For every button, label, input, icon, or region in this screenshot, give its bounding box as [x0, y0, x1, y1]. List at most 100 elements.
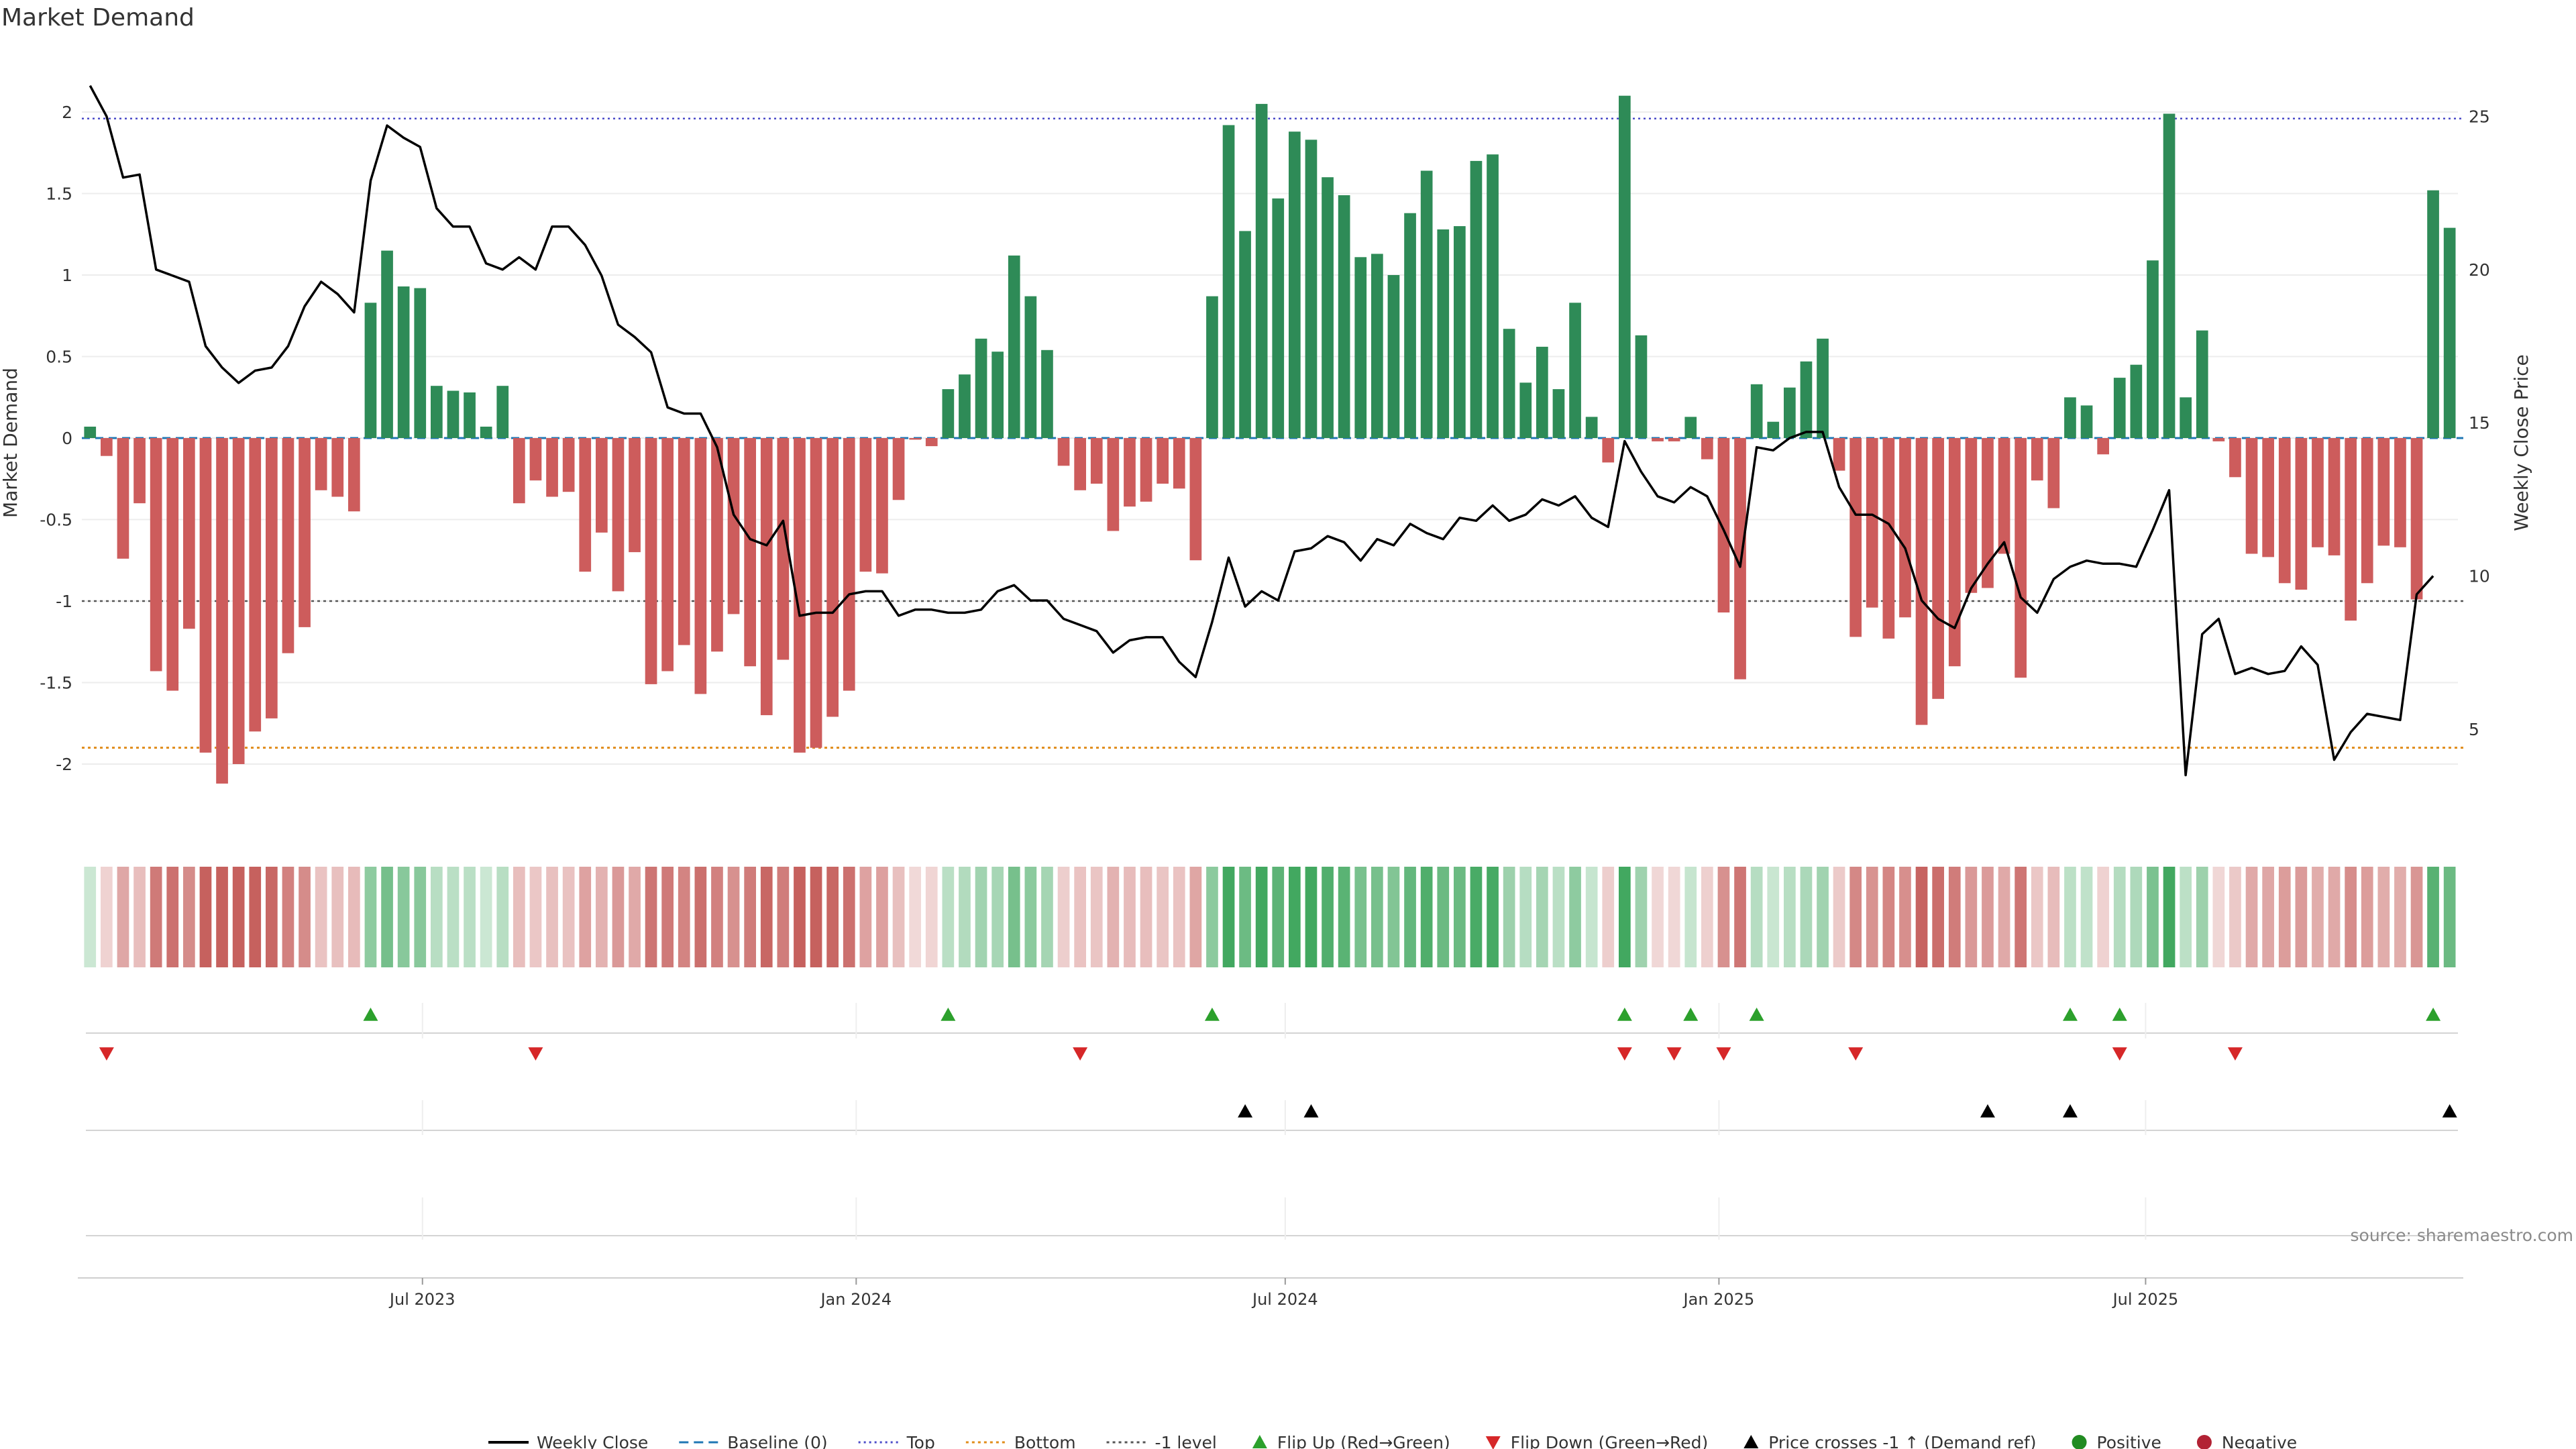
- legend-item-baseline: Baseline (0): [679, 1433, 828, 1449]
- strip-cell: [1536, 867, 1548, 967]
- reference-lines: [82, 117, 2463, 749]
- strip-cell: [266, 867, 278, 967]
- strip-cell: [645, 867, 657, 967]
- demand-bar: [2113, 378, 2126, 438]
- strip-cell: [199, 867, 212, 967]
- demand-bar: [447, 390, 460, 438]
- strip-cell: [1354, 867, 1367, 967]
- strip-cell: [1206, 867, 1218, 967]
- strip-cell: [1057, 867, 1070, 967]
- y-right-tick-label: 25: [2469, 107, 2490, 126]
- demand-bar: [1387, 275, 1400, 438]
- x-tick-label: Jan 2025: [1682, 1290, 1755, 1309]
- demand-bar: [266, 438, 278, 718]
- demand-bar: [1701, 438, 1713, 460]
- demand-bar: [2328, 438, 2341, 555]
- strip-cell: [562, 867, 575, 967]
- strip-cell: [2196, 867, 2208, 967]
- demand-bar: [1668, 438, 1680, 441]
- demand-bar: [249, 438, 262, 732]
- y-right-tick-label: 10: [2469, 567, 2490, 586]
- strip-cell: [661, 867, 674, 967]
- weekly-close-line: [89, 85, 2434, 777]
- strip-cell: [711, 867, 723, 967]
- strip-cell: [942, 867, 955, 967]
- strip-cell: [1454, 867, 1466, 967]
- strip-cell: [117, 867, 129, 967]
- strip-cell: [1255, 867, 1268, 967]
- strip-cell: [1157, 867, 1169, 967]
- strip-cell: [579, 867, 592, 967]
- flip-down-marker: [1617, 1047, 1632, 1061]
- strip-cell: [892, 867, 905, 967]
- demand-bar: [694, 438, 707, 694]
- demand-bar: [2196, 330, 2208, 438]
- strip-cell: [1734, 867, 1746, 967]
- strip-cell: [1635, 867, 1648, 967]
- demand-bar: [513, 438, 525, 504]
- demand-bar: [629, 438, 641, 553]
- flip-down-marker: [1073, 1047, 1088, 1061]
- x-tick-label: Jul 2025: [2112, 1290, 2179, 1309]
- demand-bar: [2312, 438, 2324, 547]
- demand-bar: [1833, 438, 1845, 471]
- demand-bar: [1107, 438, 1120, 531]
- strip-cell: [2113, 867, 2126, 967]
- legend-item-positive: Positive: [2072, 1433, 2161, 1449]
- demand-bar: [299, 438, 311, 627]
- demand-bar: [727, 438, 740, 614]
- strip-cell: [1982, 867, 1994, 967]
- flip-down-marker: [1666, 1047, 1682, 1061]
- demand-bar: [2410, 438, 2423, 600]
- strip-cell: [1668, 867, 1680, 967]
- demand-bar: [1371, 254, 1383, 438]
- demand-bar: [2361, 438, 2373, 584]
- flip-down-marker: [2227, 1047, 2243, 1061]
- strip-cell: [1140, 867, 1152, 967]
- demand-bar: [1272, 198, 1285, 438]
- strip-cell: [2163, 867, 2176, 967]
- demand-bar: [397, 286, 410, 438]
- strip-cell: [1915, 867, 1928, 967]
- strip-cell: [2229, 867, 2241, 967]
- x-tick-label: Jan 2024: [819, 1290, 892, 1309]
- strip-cell: [1222, 867, 1235, 967]
- legend-item-bottom: Bottom: [965, 1433, 1076, 1449]
- demand-bar: [2394, 438, 2406, 547]
- strip-cell: [1569, 867, 1581, 967]
- strip-cell: [1322, 867, 1334, 967]
- strip-cell: [1899, 867, 1911, 967]
- strip-cell: [1272, 867, 1285, 967]
- y-left-tick-label: -1: [56, 592, 72, 611]
- demand-bar: [1503, 329, 1515, 438]
- strip-cell: [2097, 867, 2109, 967]
- demand-bar: [826, 438, 839, 717]
- strip-cell: [216, 867, 228, 967]
- strip-cell: [1090, 867, 1103, 967]
- price-cross-marker: [1980, 1104, 1995, 1118]
- demand-bar: [2245, 438, 2258, 554]
- demand-bar: [1354, 257, 1367, 438]
- strip-cell: [777, 867, 790, 967]
- strip-cell: [2047, 867, 2060, 967]
- demand-bar: [711, 438, 723, 652]
- demand-bar: [1569, 303, 1581, 438]
- strip-cell: [612, 867, 625, 967]
- legend-swatch: [2072, 1435, 2087, 1449]
- demand-bar: [546, 438, 558, 497]
- legend-swatch: [2196, 1435, 2212, 1449]
- flip-down-marker: [528, 1047, 543, 1061]
- demand-bar: [942, 389, 955, 438]
- demand-bar: [2015, 438, 2027, 678]
- legend-item-negative: Negative: [2196, 1433, 2297, 1449]
- chart-title: Market Demand: [1, 4, 195, 32]
- legend-item-top: Top: [858, 1433, 935, 1449]
- demand-bar: [431, 386, 443, 438]
- demand-bar: [1024, 296, 1037, 438]
- flip-up-marker: [363, 1008, 378, 1021]
- demand-bar: [2147, 260, 2159, 438]
- strip-cell: [1882, 867, 1895, 967]
- demand-bar: [925, 438, 938, 447]
- strip-cell: [414, 867, 427, 967]
